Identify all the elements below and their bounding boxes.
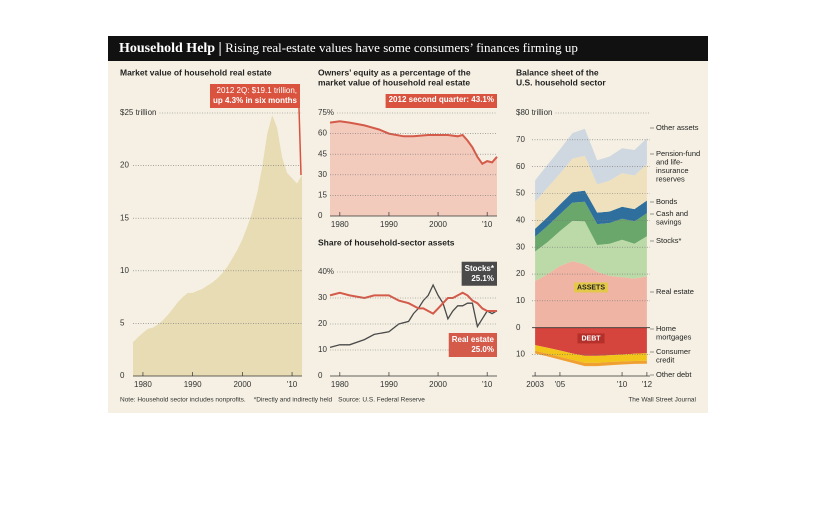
annotation-box <box>461 261 497 286</box>
line <box>329 291 497 315</box>
y-tick-label: 60 <box>516 162 525 171</box>
stacked-area <box>535 220 647 281</box>
stacked-area <box>535 128 647 202</box>
debt-box <box>577 333 605 344</box>
line <box>329 283 498 349</box>
y-tick-label: 10 <box>120 266 129 275</box>
y-tick-label: 0 <box>318 211 323 220</box>
panel-title: Owners’ equity as a percentage of the <box>318 67 471 77</box>
x-tick-label: 1990 <box>380 220 398 229</box>
y-tick-label: 70 <box>516 135 525 144</box>
y-tick-label: 75% <box>318 108 334 117</box>
y-tick-label: 30 <box>516 242 525 251</box>
annotation-box <box>448 333 497 357</box>
y-tick-label: 10 <box>516 350 525 359</box>
panel-title: Share of household-sector assets <box>318 237 455 247</box>
x-tick-label: '10 <box>617 380 628 389</box>
annotation-leader <box>298 107 302 176</box>
header-title: Household Help <box>119 41 215 56</box>
footer-footnote: *Directly and indirectly held <box>254 397 333 404</box>
stacked-area <box>535 201 647 252</box>
y-tick-label: 50 <box>516 189 525 198</box>
x-tick-label: 1980 <box>331 220 349 229</box>
x-tick-label: '10 <box>482 220 493 229</box>
stacked-area <box>535 190 647 237</box>
footer-source: Source: U.S. Federal Reserve <box>338 397 425 404</box>
series-label: Other debt <box>656 370 692 379</box>
panel-title: U.S. household sector <box>516 77 606 87</box>
stacked-area <box>535 345 647 363</box>
header-subtitle: Rising real-estate values have some cons… <box>225 40 578 55</box>
annotation: up 4.3% in six months <box>213 96 298 105</box>
annotation: 2012 second quarter: 43.1% <box>389 95 494 104</box>
series-label: Other assets <box>656 123 699 132</box>
annotation: 2012 2Q: $19.1 trillion, <box>217 86 298 95</box>
series-label: Bonds <box>656 197 678 206</box>
x-tick-label: '10 <box>482 380 493 389</box>
x-tick-label: '10 <box>287 380 298 389</box>
y-tick-label: 20 <box>516 269 525 278</box>
x-tick-label: 1980 <box>331 380 349 389</box>
line <box>329 120 498 166</box>
y-tick-label: 10 <box>318 345 327 354</box>
annotation-box <box>209 84 300 108</box>
series-label: Consumer credit <box>656 347 691 365</box>
panel-title: market value of household real estate <box>318 77 470 87</box>
y-tick-label: 60 <box>318 129 327 138</box>
y-tick-label: 0 <box>318 371 323 380</box>
x-tick-label: 1990 <box>184 380 202 389</box>
y-tick-label: 10 <box>516 296 525 305</box>
x-tick-label: '12 <box>642 380 653 389</box>
value-label: 25.1% <box>471 274 494 283</box>
y-tick-label: 20 <box>318 319 327 328</box>
header-bar <box>108 36 708 61</box>
footer-note: Note: Household sector includes nonprofi… <box>120 397 246 404</box>
y-tick-label: 45 <box>318 149 327 158</box>
y-tick-label: 0 <box>120 371 125 380</box>
series-label: Stocks* <box>465 264 495 273</box>
debt-label: DEBT <box>581 335 601 342</box>
y-tick-label: $80 trillion <box>516 108 552 117</box>
x-tick-label: 1990 <box>380 380 398 389</box>
y-tick-label: 15 <box>318 191 327 200</box>
panel-title: Market value of household real estate <box>120 67 272 77</box>
y-tick-label: 40% <box>318 267 334 276</box>
series-label: Pension-fund and life-insurance reserves <box>656 149 700 184</box>
assets-box <box>573 282 609 293</box>
series-label: Cash and savings <box>656 209 688 227</box>
x-tick-label: 1980 <box>134 380 152 389</box>
series-label: Home mortgages <box>656 324 692 342</box>
y-tick-label: 5 <box>120 319 125 328</box>
area <box>330 121 497 216</box>
y-tick-label: 0 <box>516 323 521 332</box>
stacked-area <box>535 350 647 367</box>
y-tick-label: 40 <box>516 215 525 224</box>
panel-title: Balance sheet of the <box>516 67 599 77</box>
x-tick-label: 2003 <box>526 380 544 389</box>
value-label: 25.0% <box>471 345 494 354</box>
y-tick-label: $25 trillion <box>120 108 156 117</box>
series-label: Stocks* <box>656 236 682 245</box>
assets-label: ASSETS <box>577 284 605 291</box>
series-label: Real estate <box>656 287 694 296</box>
y-tick-label: 30 <box>318 170 327 179</box>
x-tick-label: 2000 <box>233 380 251 389</box>
y-tick-label: 30 <box>318 293 327 302</box>
x-tick-label: 2000 <box>429 220 447 229</box>
series-label: Real estate <box>452 335 495 344</box>
stacked-area <box>535 261 647 328</box>
annotation-box <box>385 94 497 108</box>
y-tick-label: 20 <box>120 161 129 170</box>
x-tick-label: '05 <box>555 380 566 389</box>
x-tick-label: 2000 <box>429 380 447 389</box>
area <box>133 115 302 376</box>
y-tick-label: 15 <box>120 213 129 222</box>
stacked-area <box>535 155 647 229</box>
footer-credit: The Wall Street Journal <box>628 397 696 404</box>
